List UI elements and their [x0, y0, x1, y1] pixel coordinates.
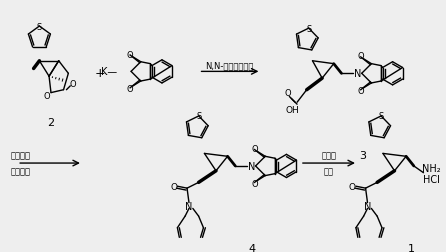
Text: 二烯丙胺: 二烯丙胺 [10, 167, 30, 176]
Text: O: O [251, 144, 258, 153]
Text: S: S [379, 112, 384, 121]
Text: O: O [251, 179, 258, 188]
Text: HCl: HCl [423, 175, 440, 185]
Text: N,N-二甲基甲酰胺: N,N-二甲基甲酰胺 [205, 61, 254, 70]
Text: OH: OH [285, 106, 299, 115]
Text: O: O [170, 182, 177, 191]
Text: 水合肼: 水合肼 [322, 151, 336, 160]
Text: K—: K— [101, 67, 118, 77]
Text: 3: 3 [359, 151, 366, 161]
Text: S: S [196, 112, 201, 121]
Text: O: O [70, 80, 77, 89]
Text: O: O [44, 92, 50, 101]
Text: S: S [306, 24, 311, 34]
Text: N: N [248, 161, 256, 171]
Text: N: N [354, 69, 362, 79]
Text: 1: 1 [408, 243, 414, 252]
Text: 2: 2 [47, 117, 54, 127]
Text: O: O [127, 50, 133, 59]
Text: O: O [357, 87, 364, 96]
Text: S: S [37, 22, 42, 32]
Text: O: O [284, 89, 291, 98]
Text: +: + [95, 67, 106, 80]
Text: N: N [364, 201, 371, 211]
Text: O: O [349, 182, 355, 191]
Text: O: O [357, 52, 364, 61]
Text: N: N [185, 201, 193, 211]
Text: 盐酸: 盐酸 [324, 167, 334, 176]
Text: O: O [127, 85, 133, 94]
Text: 二氯亚砦: 二氯亚砦 [10, 151, 30, 160]
Text: NH₂: NH₂ [422, 163, 441, 173]
Text: 4: 4 [248, 243, 255, 252]
